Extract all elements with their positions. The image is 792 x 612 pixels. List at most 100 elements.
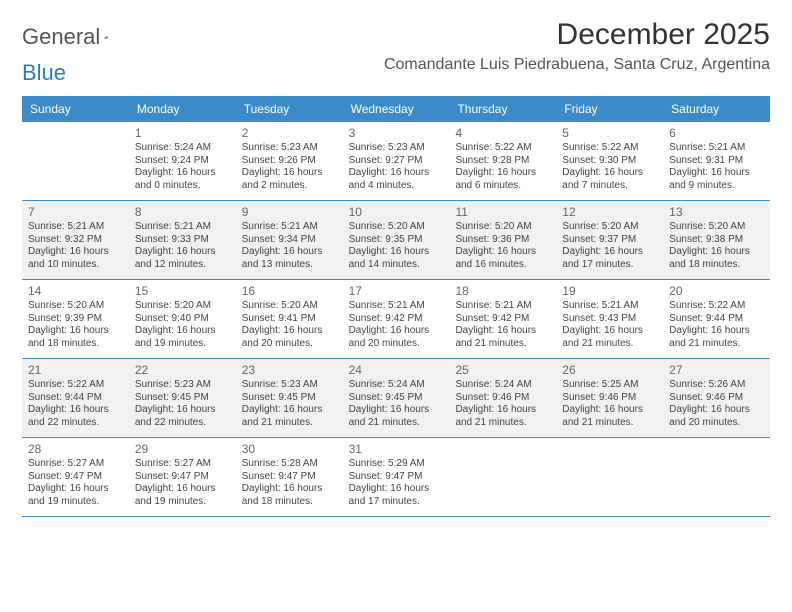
daylight-line: Daylight: 16 hours and 19 minutes. xyxy=(28,483,123,508)
sunrise-line: Sunrise: 5:23 AM xyxy=(135,379,230,392)
day-cell: 28Sunrise: 5:27 AMSunset: 9:47 PMDayligh… xyxy=(22,438,129,516)
day-number: 27 xyxy=(669,363,764,378)
day-number: 28 xyxy=(28,442,123,457)
daylight-line: Daylight: 16 hours and 22 minutes. xyxy=(135,404,230,429)
sunrise-line: Sunrise: 5:20 AM xyxy=(28,300,123,313)
week-row: 21Sunrise: 5:22 AMSunset: 9:44 PMDayligh… xyxy=(22,359,770,438)
day-cell: 22Sunrise: 5:23 AMSunset: 9:45 PMDayligh… xyxy=(129,359,236,437)
day-cell: 11Sunrise: 5:20 AMSunset: 9:36 PMDayligh… xyxy=(449,201,556,279)
daylight-line: Daylight: 16 hours and 4 minutes. xyxy=(349,167,444,192)
brand-part1: General xyxy=(22,24,100,50)
sunset-line: Sunset: 9:35 PM xyxy=(349,234,444,247)
sunset-line: Sunset: 9:43 PM xyxy=(562,313,657,326)
daylight-line: Daylight: 16 hours and 21 minutes. xyxy=(242,404,337,429)
day-cell: 25Sunrise: 5:24 AMSunset: 9:46 PMDayligh… xyxy=(449,359,556,437)
sunset-line: Sunset: 9:26 PM xyxy=(242,155,337,168)
day-number: 30 xyxy=(242,442,337,457)
sunrise-line: Sunrise: 5:20 AM xyxy=(669,221,764,234)
brand-part2: Blue xyxy=(22,60,66,86)
day-number: 13 xyxy=(669,205,764,220)
sunset-line: Sunset: 9:47 PM xyxy=(242,471,337,484)
sunset-line: Sunset: 9:44 PM xyxy=(669,313,764,326)
daylight-line: Daylight: 16 hours and 21 minutes. xyxy=(562,325,657,350)
week-row: 7Sunrise: 5:21 AMSunset: 9:32 PMDaylight… xyxy=(22,201,770,280)
day-cell: 12Sunrise: 5:20 AMSunset: 9:37 PMDayligh… xyxy=(556,201,663,279)
sunrise-line: Sunrise: 5:23 AM xyxy=(242,142,337,155)
day-number: 16 xyxy=(242,284,337,299)
daylight-line: Daylight: 16 hours and 12 minutes. xyxy=(135,246,230,271)
day-number: 9 xyxy=(242,205,337,220)
sunrise-line: Sunrise: 5:23 AM xyxy=(349,142,444,155)
day-number: 20 xyxy=(669,284,764,299)
day-cell: 6Sunrise: 5:21 AMSunset: 9:31 PMDaylight… xyxy=(663,122,770,200)
logo-triangle-icon xyxy=(104,29,108,45)
daylight-line: Daylight: 16 hours and 21 minutes. xyxy=(669,325,764,350)
sunset-line: Sunset: 9:28 PM xyxy=(455,155,550,168)
sunset-line: Sunset: 9:46 PM xyxy=(455,392,550,405)
sunrise-line: Sunrise: 5:22 AM xyxy=(562,142,657,155)
daylight-line: Daylight: 16 hours and 21 minutes. xyxy=(562,404,657,429)
day-number: 31 xyxy=(349,442,444,457)
day-cell xyxy=(556,438,663,516)
sunset-line: Sunset: 9:24 PM xyxy=(135,155,230,168)
day-cell: 8Sunrise: 5:21 AMSunset: 9:33 PMDaylight… xyxy=(129,201,236,279)
day-cell: 17Sunrise: 5:21 AMSunset: 9:42 PMDayligh… xyxy=(343,280,450,358)
day-cell: 24Sunrise: 5:24 AMSunset: 9:45 PMDayligh… xyxy=(343,359,450,437)
sunrise-line: Sunrise: 5:20 AM xyxy=(455,221,550,234)
sunrise-line: Sunrise: 5:24 AM xyxy=(135,142,230,155)
sunset-line: Sunset: 9:32 PM xyxy=(28,234,123,247)
day-cell xyxy=(22,122,129,200)
daylight-line: Daylight: 16 hours and 14 minutes. xyxy=(349,246,444,271)
day-number: 4 xyxy=(455,126,550,141)
day-number: 18 xyxy=(455,284,550,299)
sunrise-line: Sunrise: 5:23 AM xyxy=(242,379,337,392)
day-cell: 16Sunrise: 5:20 AMSunset: 9:41 PMDayligh… xyxy=(236,280,343,358)
sunrise-line: Sunrise: 5:22 AM xyxy=(455,142,550,155)
day-number: 1 xyxy=(135,126,230,141)
sunset-line: Sunset: 9:46 PM xyxy=(562,392,657,405)
day-cell: 3Sunrise: 5:23 AMSunset: 9:27 PMDaylight… xyxy=(343,122,450,200)
day-cell: 18Sunrise: 5:21 AMSunset: 9:42 PMDayligh… xyxy=(449,280,556,358)
sunset-line: Sunset: 9:34 PM xyxy=(242,234,337,247)
day-cell: 14Sunrise: 5:20 AMSunset: 9:39 PMDayligh… xyxy=(22,280,129,358)
brand-logo: General xyxy=(22,24,128,50)
day-cell: 9Sunrise: 5:21 AMSunset: 9:34 PMDaylight… xyxy=(236,201,343,279)
day-cell: 29Sunrise: 5:27 AMSunset: 9:47 PMDayligh… xyxy=(129,438,236,516)
sunrise-line: Sunrise: 5:21 AM xyxy=(349,300,444,313)
sunset-line: Sunset: 9:42 PM xyxy=(455,313,550,326)
sunrise-line: Sunrise: 5:20 AM xyxy=(242,300,337,313)
sunrise-line: Sunrise: 5:27 AM xyxy=(28,458,123,471)
daylight-line: Daylight: 16 hours and 16 minutes. xyxy=(455,246,550,271)
day-cell: 10Sunrise: 5:20 AMSunset: 9:35 PMDayligh… xyxy=(343,201,450,279)
sunset-line: Sunset: 9:45 PM xyxy=(242,392,337,405)
day-number: 11 xyxy=(455,205,550,220)
sunset-line: Sunset: 9:31 PM xyxy=(669,155,764,168)
sunset-line: Sunset: 9:44 PM xyxy=(28,392,123,405)
sunrise-line: Sunrise: 5:20 AM xyxy=(562,221,657,234)
sunset-line: Sunset: 9:33 PM xyxy=(135,234,230,247)
day-cell: 27Sunrise: 5:26 AMSunset: 9:46 PMDayligh… xyxy=(663,359,770,437)
daylight-line: Daylight: 16 hours and 18 minutes. xyxy=(28,325,123,350)
sunrise-line: Sunrise: 5:21 AM xyxy=(562,300,657,313)
day-number: 3 xyxy=(349,126,444,141)
sunset-line: Sunset: 9:40 PM xyxy=(135,313,230,326)
sunrise-line: Sunrise: 5:27 AM xyxy=(135,458,230,471)
daylight-line: Daylight: 16 hours and 2 minutes. xyxy=(242,167,337,192)
month-title: December 2025 xyxy=(384,18,770,52)
sunrise-line: Sunrise: 5:22 AM xyxy=(28,379,123,392)
sunset-line: Sunset: 9:30 PM xyxy=(562,155,657,168)
day-cell: 23Sunrise: 5:23 AMSunset: 9:45 PMDayligh… xyxy=(236,359,343,437)
sunset-line: Sunset: 9:39 PM xyxy=(28,313,123,326)
day-number: 21 xyxy=(28,363,123,378)
day-number: 23 xyxy=(242,363,337,378)
week-row: 28Sunrise: 5:27 AMSunset: 9:47 PMDayligh… xyxy=(22,438,770,517)
weekday-header: Thursday xyxy=(449,96,556,122)
day-number: 6 xyxy=(669,126,764,141)
daylight-line: Daylight: 16 hours and 22 minutes. xyxy=(28,404,123,429)
sunset-line: Sunset: 9:27 PM xyxy=(349,155,444,168)
day-number: 8 xyxy=(135,205,230,220)
daylight-line: Daylight: 16 hours and 19 minutes. xyxy=(135,325,230,350)
sunrise-line: Sunrise: 5:25 AM xyxy=(562,379,657,392)
day-cell xyxy=(663,438,770,516)
daylight-line: Daylight: 16 hours and 17 minutes. xyxy=(562,246,657,271)
